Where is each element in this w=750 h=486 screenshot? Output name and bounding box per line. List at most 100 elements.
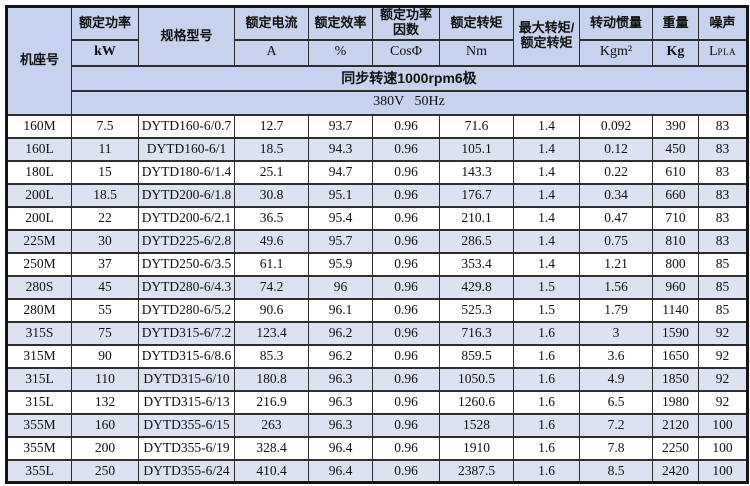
cell-noise: 85 <box>698 251 748 277</box>
cell-rated-current: 410.4 <box>234 458 309 484</box>
cell-rated-current: 25.1 <box>234 159 309 185</box>
header-max-torque-ratio: 最大转矩/额定转矩 <box>513 5 580 67</box>
header-rated-torque: 额定转矩 <box>439 5 514 41</box>
cell-noise: 85 <box>698 297 748 323</box>
cell-rated-efficiency: 96.4 <box>308 458 373 484</box>
cell-model: DYTD355-6/15 <box>138 412 235 438</box>
cell-frame-size: 355M <box>6 435 72 461</box>
cell-inertia: 1.79 <box>579 297 653 323</box>
table-row: 315S 75 DYTD315-6/7.2 123.4 96.2 0.96 716.3 1.6… <box>6 320 748 346</box>
cell-inertia: 4.9 <box>579 366 653 392</box>
cell-frame-size: 280M <box>6 297 72 323</box>
cell-rated-torque: 143.3 <box>439 159 514 185</box>
cell-inertia: 0.22 <box>579 159 653 185</box>
cell-weight: 2250 <box>652 435 699 461</box>
cell-rated-torque: 1528 <box>439 412 514 438</box>
cell-rated-power: 200 <box>71 435 139 461</box>
cell-weight: 1140 <box>652 297 699 323</box>
cell-rated-current: 61.1 <box>234 251 309 277</box>
cell-model: DYTD355-6/19 <box>138 435 235 461</box>
cell-rated-torque: 1910 <box>439 435 514 461</box>
cell-rated-efficiency: 95.7 <box>308 228 373 254</box>
cell-rated-efficiency: 95.4 <box>308 205 373 231</box>
cell-rated-torque: 210.1 <box>439 205 514 231</box>
cell-weight: 2420 <box>652 458 699 484</box>
cell-power-factor: 0.96 <box>372 228 440 254</box>
cell-rated-current: 30.8 <box>234 182 309 208</box>
cell-rated-current: 36.5 <box>234 205 309 231</box>
cell-noise: 92 <box>698 389 748 415</box>
cell-frame-size: 200L <box>6 182 72 208</box>
header-rated-power: 额定功率 <box>71 5 139 41</box>
header-power-factor: 额定功率因数 <box>372 5 440 41</box>
cell-frame-size: 160M <box>6 113 72 139</box>
cell-power-factor: 0.96 <box>372 274 440 300</box>
cell-rated-power: 37 <box>71 251 139 277</box>
cell-noise: 100 <box>698 435 748 461</box>
cell-model: DYTD280-6/4.3 <box>138 274 235 300</box>
cell-noise: 83 <box>698 159 748 185</box>
cell-noise: 83 <box>698 205 748 231</box>
cell-rated-torque: 71.6 <box>439 113 514 139</box>
cell-weight: 1650 <box>652 343 699 369</box>
cell-max-torque-ratio: 1.4 <box>513 251 580 277</box>
cell-model: DYTD200-6/1.8 <box>138 182 235 208</box>
cell-inertia: 1.21 <box>579 251 653 277</box>
cell-inertia: 1.56 <box>579 274 653 300</box>
cell-rated-torque: 525.3 <box>439 297 514 323</box>
header-unit-row: kW A % CosΦ Nm Kgm² Kg LPLA <box>7 38 748 67</box>
unit-lpla: LPLA <box>698 38 748 67</box>
cell-max-torque-ratio: 1.4 <box>513 205 580 231</box>
table-row: 280M 55 DYTD280-6/5.2 90.6 96.1 0.96 525.3 1.5 1… <box>6 297 748 323</box>
cell-rated-efficiency: 96 <box>308 274 373 300</box>
cell-rated-power: 250 <box>71 458 139 484</box>
table-row: 355M 160 DYTD355-6/15 263 96.3 0.96 1528 1.6 7.2… <box>6 412 748 438</box>
cell-noise: 83 <box>698 136 748 162</box>
cell-weight: 800 <box>652 251 699 277</box>
cell-power-factor: 0.96 <box>372 297 440 323</box>
cell-noise: 83 <box>698 228 748 254</box>
cell-model: DYTD160-6/1 <box>138 136 235 162</box>
cell-inertia: 0.75 <box>579 228 653 254</box>
cell-inertia: 0.47 <box>579 205 653 231</box>
cell-power-factor: 0.96 <box>372 113 440 139</box>
cell-model: DYTD180-6/1.4 <box>138 159 235 185</box>
cell-power-factor: 0.96 <box>372 159 440 185</box>
table-body: 160M 7.5 DYTD160-6/0.7 12.7 93.7 0.96 71.6 1.4 0… <box>6 113 748 484</box>
cell-power-factor: 0.96 <box>372 251 440 277</box>
cell-max-torque-ratio: 1.6 <box>513 320 580 346</box>
cell-max-torque-ratio: 1.6 <box>513 343 580 369</box>
cell-rated-efficiency: 96.2 <box>308 320 373 346</box>
cell-power-factor: 0.96 <box>372 412 440 438</box>
banner-row-speed: 同步转速1000rpm6极 <box>7 64 748 92</box>
cell-model: DYTD160-6/0.7 <box>138 113 235 139</box>
cell-max-torque-ratio: 1.6 <box>513 435 580 461</box>
cell-frame-size: 225M <box>6 228 72 254</box>
header-rated-current: 额定电流 <box>234 5 309 41</box>
header-weight: 重量 <box>652 5 699 41</box>
cell-rated-torque: 353.4 <box>439 251 514 277</box>
cell-noise: 100 <box>698 458 748 484</box>
cell-frame-size: 280S <box>6 274 72 300</box>
cell-weight: 390 <box>652 113 699 139</box>
unit-lpla-sub: PLA <box>717 47 737 58</box>
cell-rated-torque: 1260.6 <box>439 389 514 415</box>
header-rated-efficiency: 额定效率 <box>308 5 373 41</box>
cell-inertia: 3.6 <box>579 343 653 369</box>
cell-rated-power: 22 <box>71 205 139 231</box>
banner-row-voltage: 380V 50Hz <box>7 89 748 116</box>
cell-max-torque-ratio: 1.4 <box>513 136 580 162</box>
cell-inertia: 0.12 <box>579 136 653 162</box>
cell-inertia: 7.8 <box>579 435 653 461</box>
cell-noise: 92 <box>698 366 748 392</box>
cell-rated-efficiency: 96.4 <box>308 435 373 461</box>
cell-rated-power: 11 <box>71 136 139 162</box>
cell-rated-current: 74.2 <box>234 274 309 300</box>
cell-rated-efficiency: 96.3 <box>308 366 373 392</box>
cell-rated-power: 75 <box>71 320 139 346</box>
cell-rated-current: 328.4 <box>234 435 309 461</box>
table-row: 200L 22 DYTD200-6/2.1 36.5 95.4 0.96 210.1 1.4 0… <box>6 205 748 231</box>
table-row: 225M 30 DYTD225-6/2.8 49.6 95.7 0.96 286.5 1.4 0… <box>6 228 748 254</box>
cell-rated-power: 55 <box>71 297 139 323</box>
cell-rated-efficiency: 95.1 <box>308 182 373 208</box>
